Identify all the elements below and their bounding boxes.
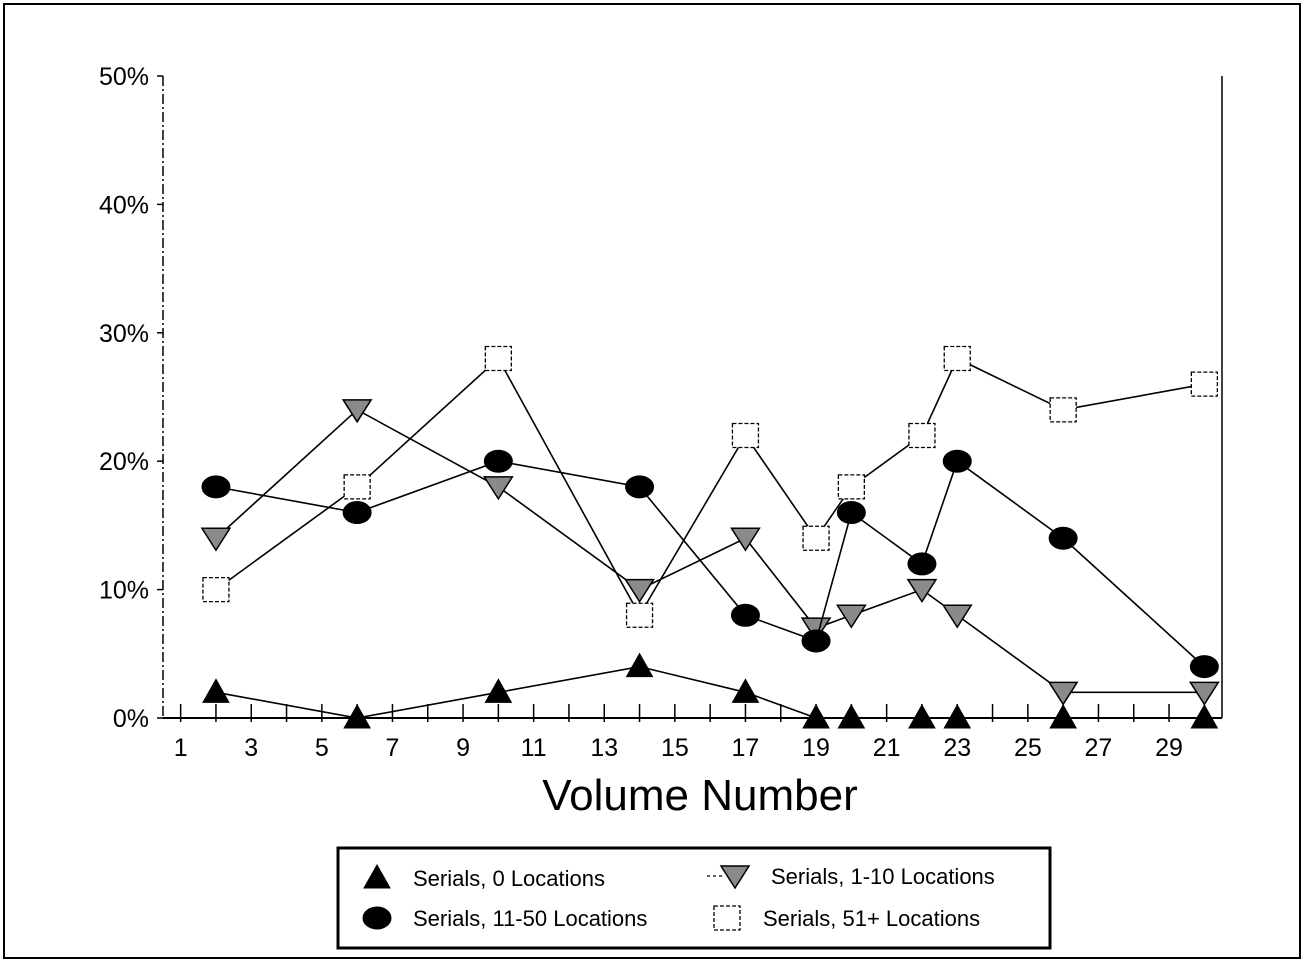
data-point [484,678,513,703]
x-tick-label: 25 [1014,734,1042,762]
data-point [201,475,231,499]
y-tick-label: 40% [99,191,149,219]
data-point [941,604,973,629]
y-axis-ticks: 0% 10% 20% 30% 40% 50% [99,63,163,733]
data-point [483,449,513,473]
x-tick-label: 27 [1085,734,1113,762]
data-point [835,604,867,629]
data-point [730,527,761,552]
x-tick-label: 7 [385,734,399,762]
data-point [801,629,831,653]
plot-area [162,76,1223,719]
series-layer [200,345,1220,729]
data-point [625,475,655,499]
data-point [625,602,654,628]
series-square [202,345,1218,628]
x-tick-label: 29 [1155,734,1183,762]
data-point [731,422,760,449]
x-tick-label: 17 [732,734,760,762]
y-tick-label: 30% [99,320,149,348]
x-tick-label: 11 [521,734,547,762]
data-point [484,345,513,372]
data-point [800,617,832,642]
series-circle [201,449,1219,679]
data-point [836,501,866,525]
data-point [942,449,972,473]
x-tick-label: 1 [174,734,188,762]
x-tick-label: 5 [315,734,329,762]
x-tick-label: 3 [244,734,258,762]
data-point [730,603,760,627]
data-point [943,345,971,372]
data-point [1047,681,1079,706]
data-point [1049,397,1077,423]
data-point [837,474,865,500]
legend-label: Serials, 1-10 Locations [771,864,995,889]
x-axis-title: Volume Number [542,771,857,820]
x-tick-label: 19 [802,734,830,762]
x-tick-label: 13 [590,734,618,762]
legend-marker [362,906,392,930]
x-tick-label: 21 [873,734,901,762]
data-point [907,552,937,576]
legend-box [336,846,1052,950]
data-point [343,474,371,500]
legend-marker [713,905,741,931]
y-tick-label: 50% [99,63,149,91]
data-point [1190,371,1218,397]
x-tick-label: 9 [456,734,470,762]
data-point [731,678,760,703]
series-triangle-down [200,399,1220,706]
legend-label: Serials, 11-50 Locations [413,906,647,931]
data-point [802,525,830,551]
data-point [200,527,232,552]
data-point [202,678,230,703]
data-point [908,422,936,449]
legend-marker [363,863,391,889]
y-tick-label: 0% [113,705,149,733]
data-point [906,578,938,603]
data-point [1189,655,1219,679]
y-tick-label: 20% [99,448,149,476]
data-point [1048,526,1078,550]
data-point [342,501,372,525]
data-point [624,578,655,603]
data-point [341,399,373,424]
data-point [1188,681,1220,706]
legend-marker [719,865,751,890]
x-tick-label: 23 [943,734,971,762]
legend-label: Serials, 51+ Locations [763,906,980,931]
x-axis-ticks: 1 3 5 7 9 11 13 15 17 19 21 23 25 27 29 [174,704,1206,762]
data-point [482,476,514,501]
legend: Serials, 0 Locations Serials, 1-10 Locati… [336,846,1052,950]
y-tick-label: 10% [99,577,149,605]
x-tick-label: 15 [661,734,689,762]
legend-label: Serials, 0 Locations [413,866,605,891]
data-point [625,652,654,678]
series-line [215,408,1205,694]
data-point [202,576,230,603]
